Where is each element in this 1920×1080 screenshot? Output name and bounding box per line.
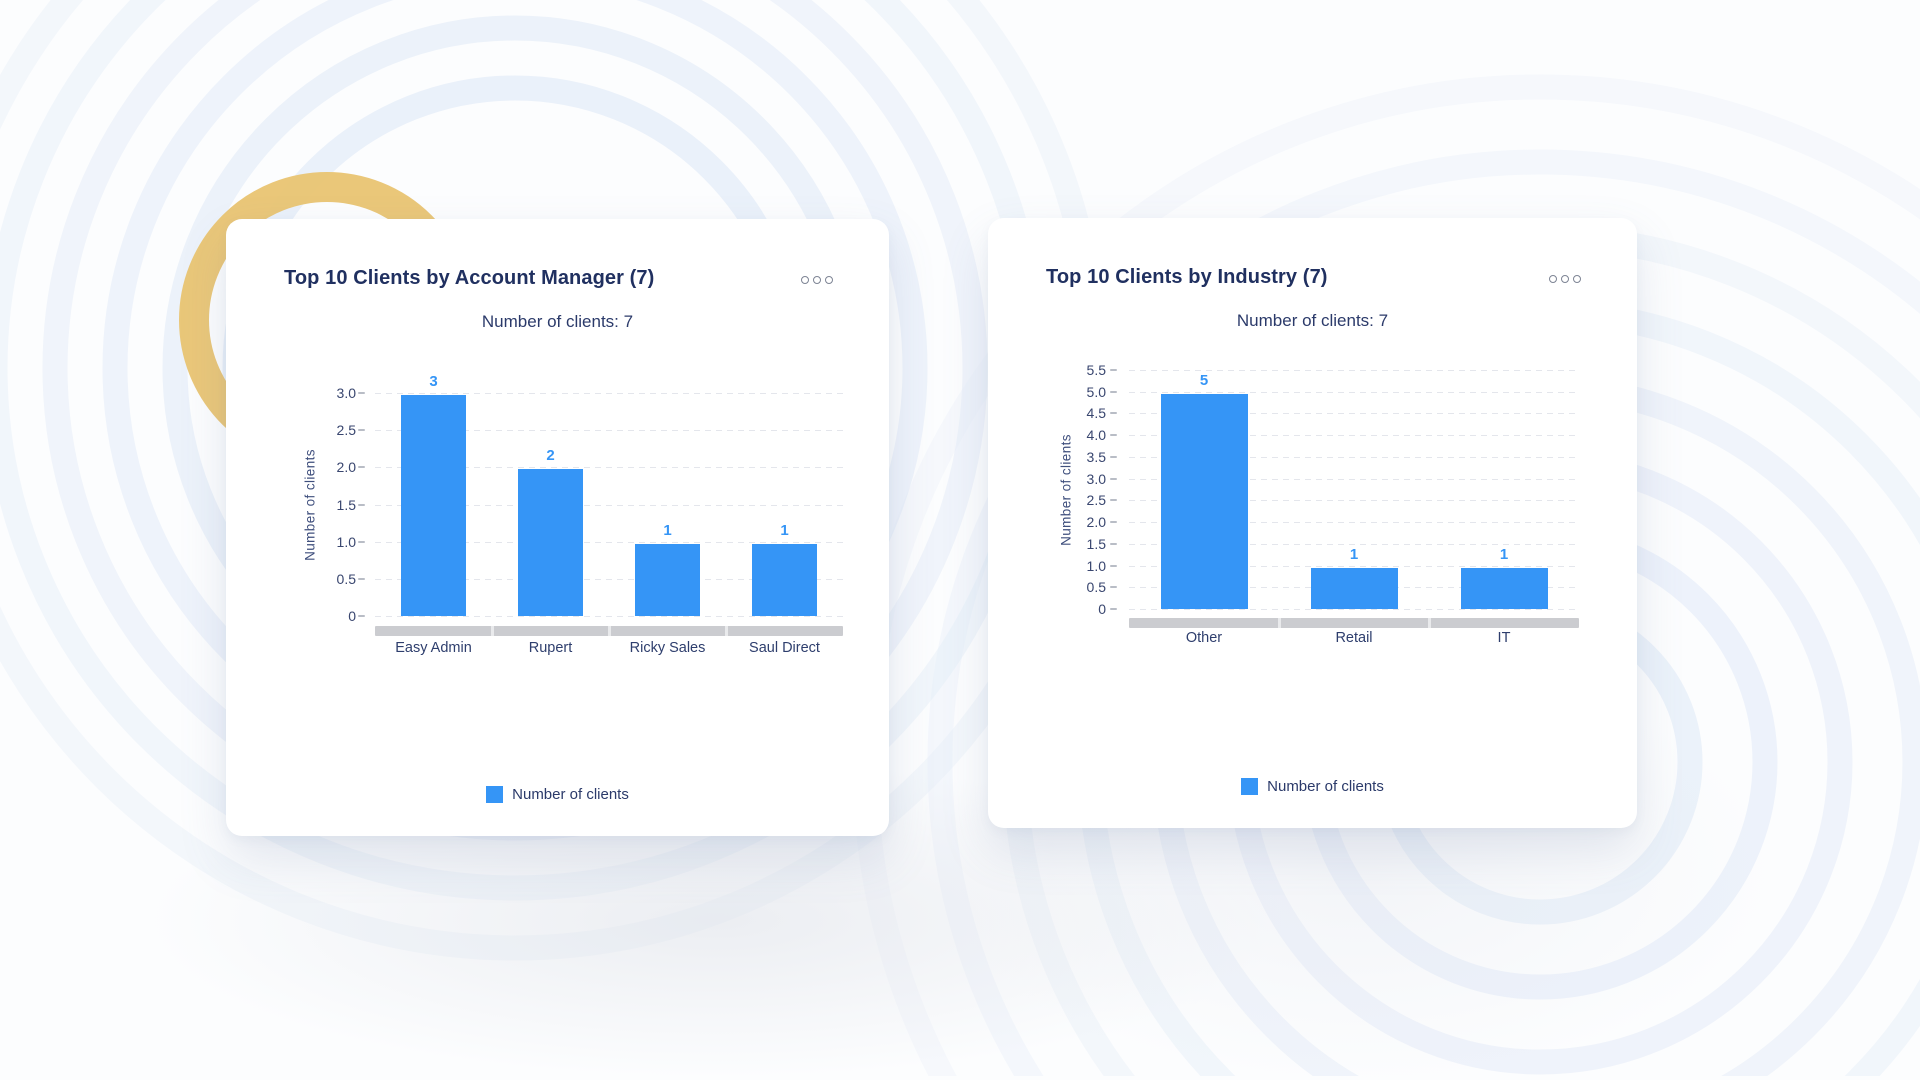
chart-scrollbar[interactable] xyxy=(375,626,843,636)
ellipsis-icon xyxy=(1549,275,1557,283)
bar-value-label: 2 xyxy=(546,447,555,465)
y-axis-tick-label: 0.5 xyxy=(1086,579,1106,596)
y-axis-tick-label: 2.0 xyxy=(336,459,356,476)
scrollbar-separator xyxy=(724,626,728,636)
scrollbar-separator xyxy=(1277,618,1281,628)
y-axis-tick-label: 2.0 xyxy=(1086,514,1106,531)
chart-subtitle: Number of clients: 7 xyxy=(1236,311,1389,330)
x-axis-category-label: Ricky Sales xyxy=(629,640,706,656)
y-axis-tick xyxy=(1110,521,1117,524)
y-axis-tick-label: 4.0 xyxy=(1086,427,1106,444)
y-axis-tick-label: 4.5 xyxy=(1086,405,1106,422)
y-axis-tick xyxy=(358,392,365,394)
y-axis-tick-label: 0.5 xyxy=(336,570,356,587)
y-axis-tick xyxy=(1110,412,1117,415)
y-axis-tick xyxy=(1110,455,1117,458)
bar-chart: 0 0.5 1.0 1.5 2.0 2.5 3.0 3 Easy Admin 2 Rupert 1 Ri… xyxy=(226,219,889,836)
x-axis-category-label: Rupert xyxy=(528,640,573,656)
x-axis-category-label: Easy Admin xyxy=(395,640,472,656)
y-axis-tick-label: 0 xyxy=(348,608,356,624)
legend-swatch xyxy=(1241,777,1259,795)
chart-card-industry: Top 10 Clients by Industry (7) Number of… xyxy=(988,218,1637,828)
y-axis-tick xyxy=(1110,369,1117,371)
y-axis-tick-label: 1.5 xyxy=(1086,535,1106,552)
card-menu-button[interactable] xyxy=(1545,271,1585,287)
bar-easy-admin[interactable] xyxy=(401,395,466,616)
y-axis-tick xyxy=(358,466,365,469)
y-axis-tick xyxy=(358,540,365,543)
y-axis-tick-label: 3.0 xyxy=(1086,470,1106,487)
bar-other[interactable] xyxy=(1160,393,1248,609)
y-axis-tick-label: 1.5 xyxy=(336,496,356,513)
gridline xyxy=(1129,609,1579,610)
scrollbar-separator xyxy=(490,626,494,636)
gridline xyxy=(1129,391,1579,393)
bar-value-label: 1 xyxy=(663,521,672,539)
y-axis-tick-label: 3.5 xyxy=(1086,448,1106,465)
gridline xyxy=(1129,370,1579,371)
gridline xyxy=(375,616,843,617)
legend-swatch xyxy=(486,785,504,803)
y-axis-tick xyxy=(1110,542,1117,545)
chart-legend[interactable]: Number of clients xyxy=(226,782,889,806)
y-axis-tick-label: 2.5 xyxy=(336,422,356,439)
y-axis-tick xyxy=(358,429,365,432)
bar-value-label: 5 xyxy=(1199,371,1209,389)
y-axis-tick xyxy=(1110,390,1117,393)
ellipsis-icon xyxy=(1573,275,1581,283)
bar-ricky-sales[interactable] xyxy=(635,543,700,616)
y-axis-tick-label: 5.0 xyxy=(1086,383,1106,400)
legend-label: Number of clients xyxy=(512,785,629,803)
y-axis-tick-label: 3.0 xyxy=(336,385,356,401)
x-axis-category-label: Saul Direct xyxy=(749,640,820,656)
y-axis-tick-label: 5.5 xyxy=(1086,362,1106,378)
bar-it[interactable] xyxy=(1460,567,1548,609)
scrollbar-separator xyxy=(1427,618,1431,628)
legend-label: Number of clients xyxy=(1267,777,1384,795)
y-axis-tick xyxy=(1110,586,1117,589)
y-axis-tick xyxy=(358,577,365,580)
y-axis-tick-label: 1.0 xyxy=(1086,557,1106,574)
chart-scrollbar[interactable] xyxy=(1129,618,1579,628)
y-axis-tick xyxy=(1110,499,1117,502)
bar-rupert[interactable] xyxy=(518,469,583,616)
bar-value-label: 3 xyxy=(429,373,438,390)
ellipsis-icon xyxy=(1561,275,1569,283)
y-axis-tick xyxy=(358,503,365,506)
y-axis-tick xyxy=(1110,564,1117,567)
y-axis-tick xyxy=(358,615,365,617)
bar-value-label: 1 xyxy=(1499,545,1509,563)
x-axis-category-label: Retail xyxy=(1335,630,1373,646)
y-axis-tick-label: 2.5 xyxy=(1086,492,1106,509)
y-axis-tick-label: 1.0 xyxy=(336,533,356,550)
chart-legend[interactable]: Number of clients xyxy=(988,774,1637,798)
bar-retail[interactable] xyxy=(1310,567,1398,609)
gridline xyxy=(375,393,843,394)
x-axis-category-label: Other xyxy=(1185,630,1223,646)
y-axis-tick xyxy=(1110,434,1117,437)
bar-saul-direct[interactable] xyxy=(752,543,817,616)
bar-value-label: 1 xyxy=(780,521,789,539)
y-axis-tick xyxy=(1110,608,1117,610)
chart-card-account-manager: Top 10 Clients by Account Manager (7) Nu… xyxy=(226,219,889,836)
x-axis-category-label: IT xyxy=(1497,630,1511,646)
bar-value-label: 1 xyxy=(1349,545,1359,563)
y-axis-tick-label: 0 xyxy=(1098,601,1106,617)
scrollbar-separator xyxy=(607,626,611,636)
y-axis-tick xyxy=(1110,477,1117,480)
card-title: Top 10 Clients by Industry (7) xyxy=(1046,266,1328,288)
bar-chart: 0 0.5 1.0 1.5 2.0 2.5 3.0 3.5 4.0 4.5 5.0 5.5 5 Other… xyxy=(988,218,1637,828)
